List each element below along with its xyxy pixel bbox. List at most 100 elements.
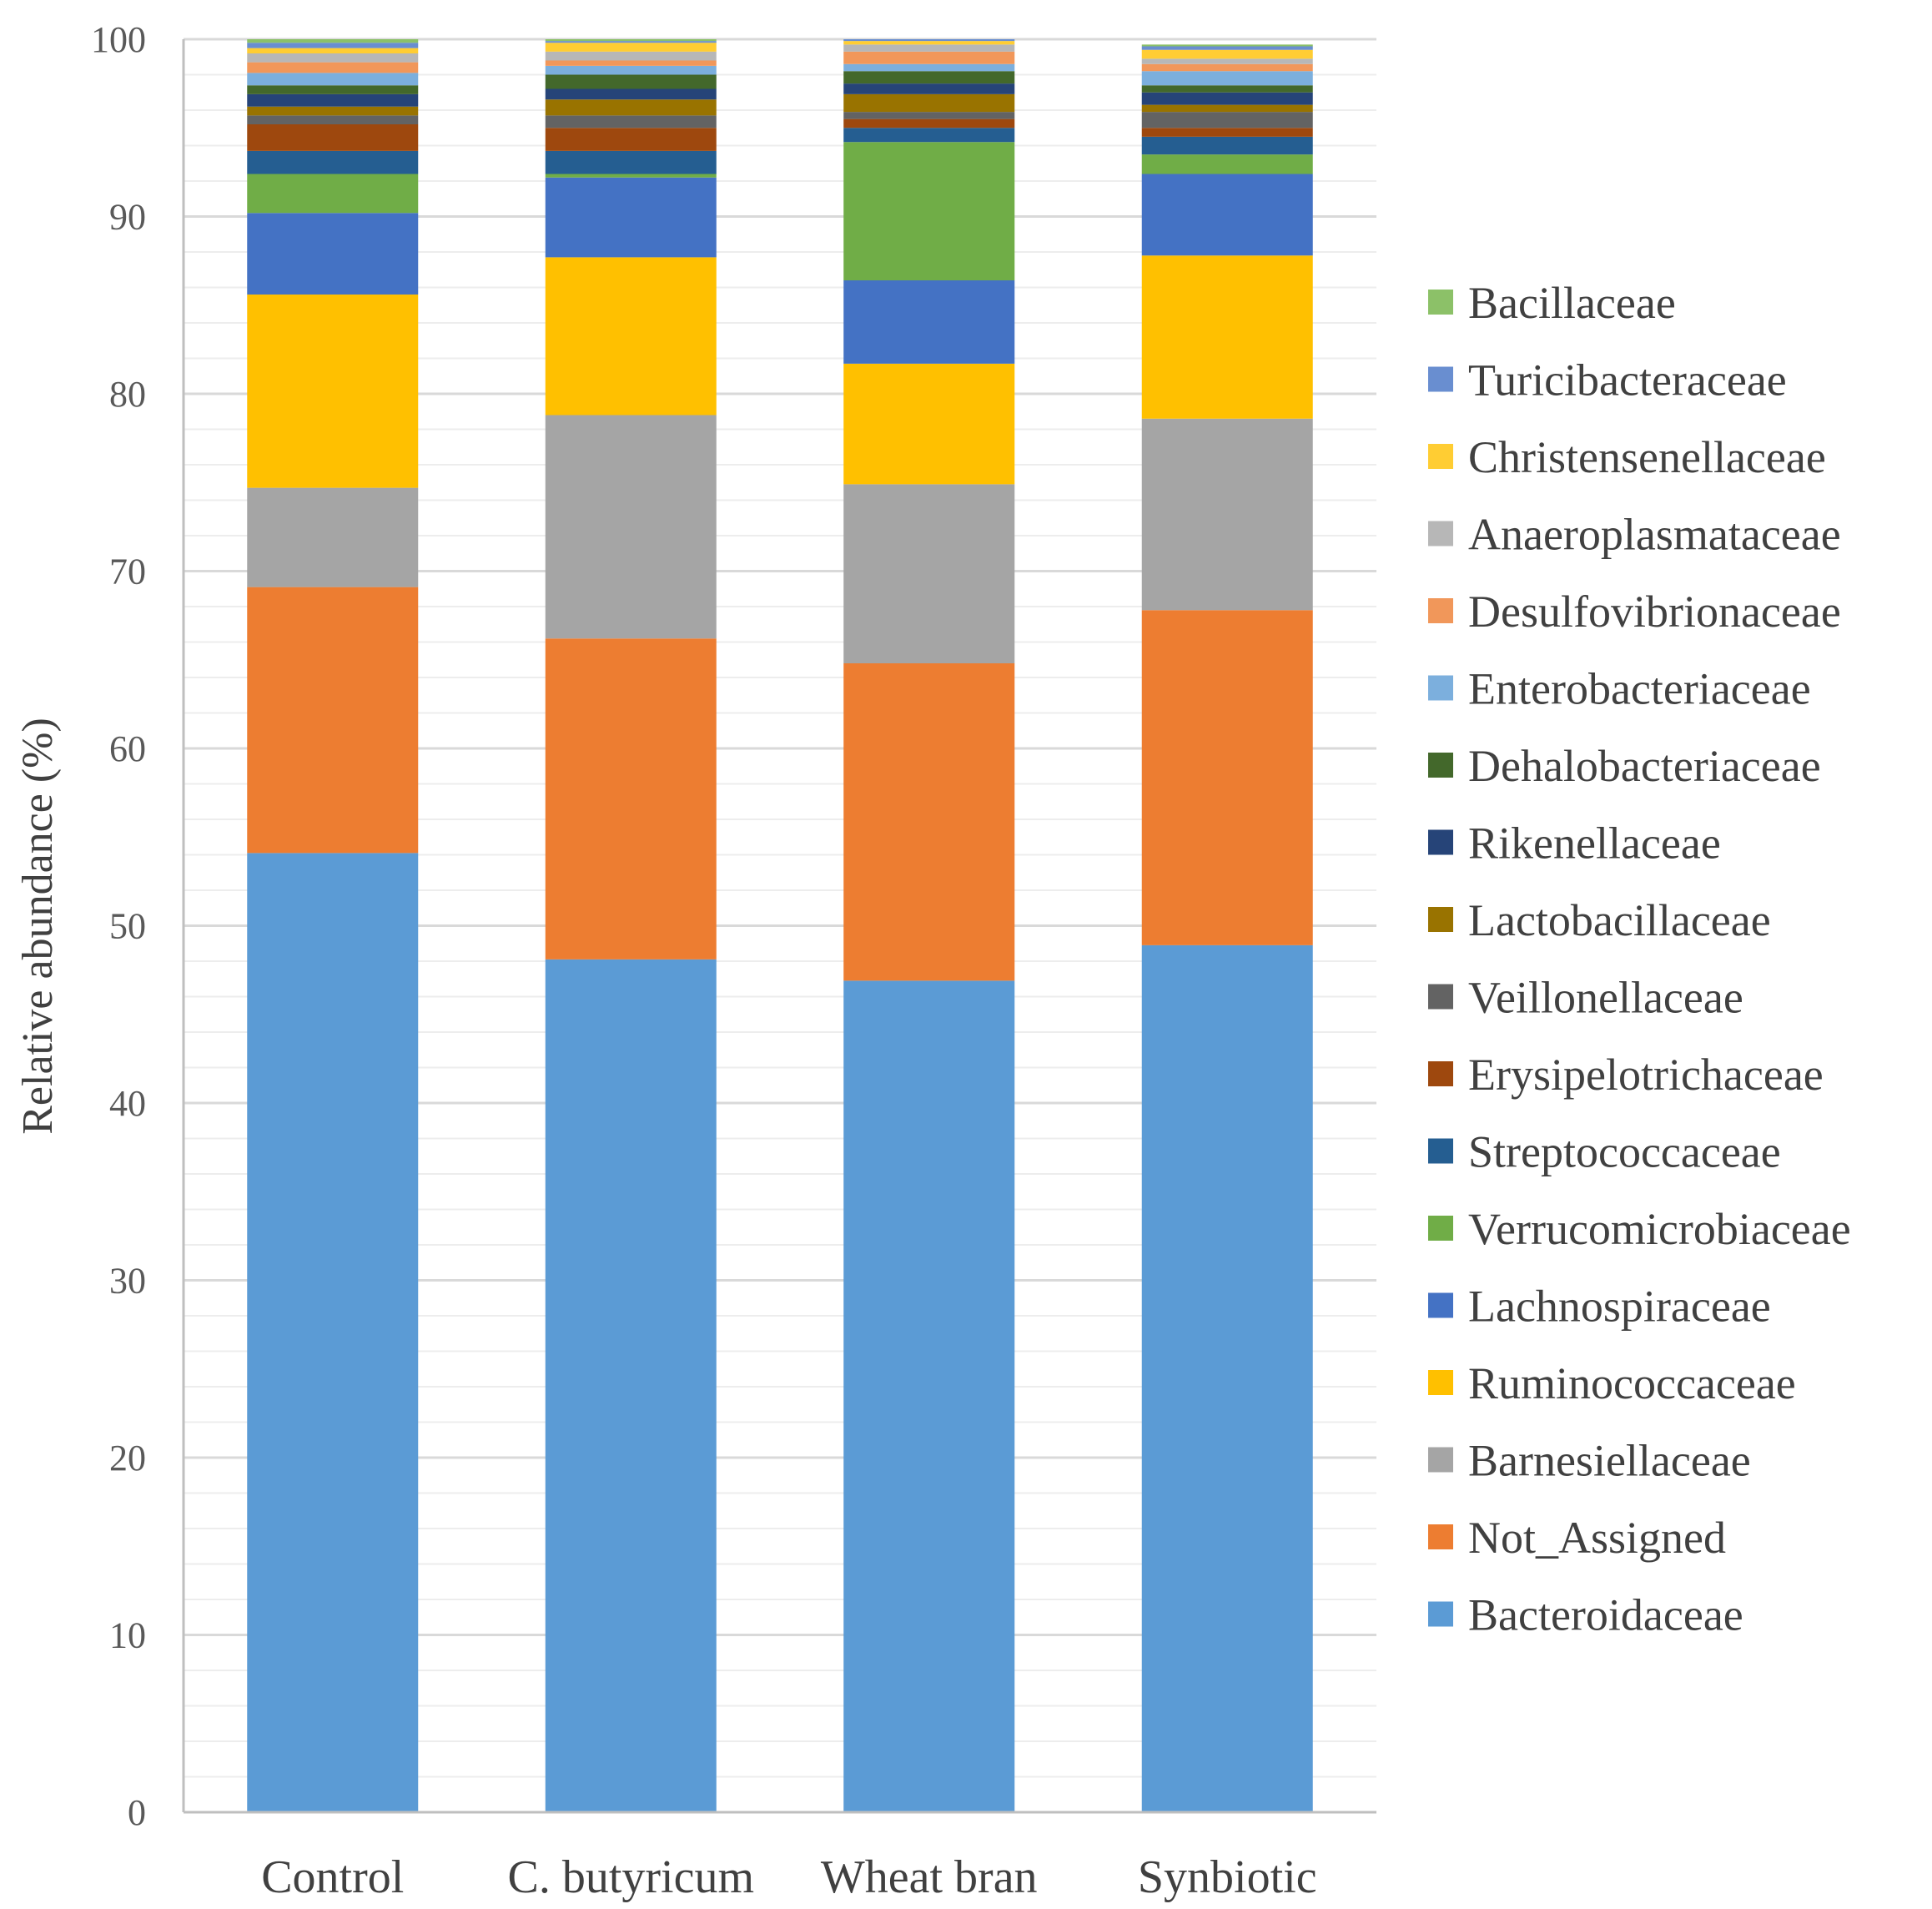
- bar-segment: [843, 83, 1015, 94]
- legend-item: Turicibacteraceae: [1428, 355, 1787, 405]
- bar-segment: [1141, 154, 1313, 174]
- bar-segment: [1141, 128, 1313, 137]
- bar-segment: [843, 93, 1015, 113]
- legend-label: Desulfovibrionaceae: [1468, 587, 1841, 637]
- bar-segment: [545, 638, 717, 960]
- legend-label: Veillonellaceae: [1468, 973, 1743, 1023]
- bar-segment: [247, 48, 419, 53]
- y-tick-label: 70: [109, 552, 146, 592]
- legend-label: Lactobacillaceae: [1468, 895, 1771, 945]
- legend-item: Enterobacteriaceae: [1428, 664, 1811, 714]
- legend-swatch: [1428, 675, 1453, 701]
- bar-segment: [1141, 71, 1313, 86]
- bar-segment: [1141, 92, 1313, 105]
- bar-segment: [545, 174, 717, 178]
- bar-segment: [843, 41, 1015, 45]
- bar-segment: [545, 41, 717, 43]
- bar-segment: [1141, 49, 1313, 59]
- legend-label: Dehalobacteriaceae: [1468, 741, 1821, 791]
- legend-item: Anaeroplasmataceae: [1428, 510, 1841, 560]
- bar-segment: [545, 60, 717, 66]
- bar-segment: [247, 213, 419, 295]
- bar-stack: [1141, 44, 1313, 1812]
- bar-segment: [1141, 255, 1313, 419]
- bar-segment: [545, 959, 717, 1812]
- bar-segment: [1141, 85, 1313, 93]
- legend-item: Verrucomicrobiaceae: [1428, 1204, 1851, 1254]
- x-category-label: Wheat bran: [821, 1851, 1038, 1903]
- bar-segment: [843, 663, 1015, 981]
- bar-segment: [843, 363, 1015, 485]
- y-tick-label: 0: [128, 1792, 146, 1833]
- bar-segment: [545, 257, 717, 416]
- legend-label: Bacteroidaceae: [1468, 1590, 1743, 1640]
- legend-swatch: [1428, 829, 1453, 855]
- bar-segment: [843, 980, 1015, 1812]
- legend-item: Dehalobacteriaceae: [1428, 741, 1821, 791]
- bar-segment: [545, 43, 717, 52]
- bar-segment: [545, 128, 717, 151]
- bar-segment: [1141, 104, 1313, 113]
- legend-label: Ruminococcaceae: [1468, 1358, 1796, 1408]
- bar-segment: [247, 487, 419, 587]
- bar-segment: [843, 39, 1015, 42]
- x-category-label: Control: [261, 1851, 404, 1903]
- bar-segment: [843, 112, 1015, 119]
- bar-segment: [843, 484, 1015, 663]
- bar-segment: [247, 106, 419, 116]
- y-tick-label: 100: [91, 19, 146, 60]
- bar-segment: [545, 177, 717, 258]
- legend-item: Lachnospiraceae: [1428, 1282, 1771, 1332]
- bar-segment: [843, 44, 1015, 52]
- y-tick-label: 80: [109, 374, 146, 415]
- x-category-label: C. butyricum: [507, 1851, 754, 1903]
- legend-item: Bacteroidaceae: [1428, 1590, 1743, 1640]
- bar-segment: [545, 39, 717, 42]
- category-labels: Control C. butyricum Wheat bran Synbiotic: [261, 1851, 1316, 1903]
- legend-swatch: [1428, 1524, 1453, 1549]
- bar-segment: [247, 85, 419, 94]
- axes: [182, 39, 1376, 1814]
- legend-swatch: [1428, 444, 1453, 469]
- bar-segment: [843, 142, 1015, 280]
- bar-segment: [1141, 58, 1313, 64]
- legend-label: Rikenellaceae: [1468, 819, 1721, 869]
- bar-segment: [843, 118, 1015, 128]
- legend-item: Veillonellaceae: [1428, 973, 1743, 1023]
- bar-segment: [247, 39, 419, 43]
- legend-item: Not_Assigned: [1428, 1513, 1726, 1563]
- legend-item: Barnesiellaceae: [1428, 1436, 1751, 1486]
- bar-segment: [1141, 46, 1313, 50]
- bar-segment: [247, 124, 419, 151]
- bar-segment: [247, 115, 419, 124]
- bar-segment: [545, 65, 717, 75]
- bar-segment: [247, 853, 419, 1812]
- bar-segment: [247, 587, 419, 854]
- bar-segment: [843, 128, 1015, 143]
- bar-stack: [545, 39, 717, 1812]
- x-category-label: Synbiotic: [1138, 1851, 1317, 1903]
- bar-segment: [247, 295, 419, 488]
- bar-segment: [247, 93, 419, 107]
- bar-segment: [545, 150, 717, 174]
- legend-label: Enterobacteriaceae: [1468, 664, 1811, 714]
- legend-item: Lactobacillaceae: [1428, 895, 1771, 945]
- legend-label: Not_Assigned: [1468, 1513, 1726, 1563]
- legend: Bacillaceae Turicibacteraceae Christensene…: [1428, 278, 1851, 1640]
- bar-segment: [247, 73, 419, 86]
- legend-item: Rikenellaceae: [1428, 819, 1721, 869]
- bar-segment: [247, 150, 419, 174]
- bar-segment: [843, 280, 1015, 364]
- bar-segment: [843, 51, 1015, 64]
- legend-swatch: [1428, 598, 1453, 623]
- y-axis-title: Relative abundance (%): [14, 718, 62, 1135]
- legend-swatch: [1428, 1370, 1453, 1395]
- y-tick-label: 60: [109, 728, 146, 769]
- bar-segment: [1141, 112, 1313, 128]
- bar-segment: [247, 174, 419, 214]
- legend-label: Lachnospiraceae: [1468, 1282, 1771, 1332]
- legend-swatch: [1428, 907, 1453, 932]
- bar-segment: [545, 74, 717, 89]
